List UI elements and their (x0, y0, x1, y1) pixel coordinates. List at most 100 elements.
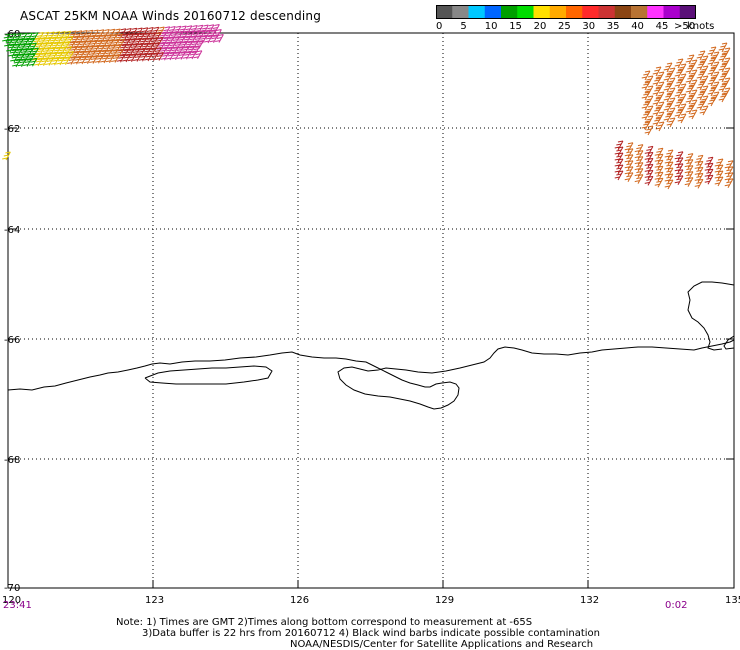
wind-barb (677, 103, 687, 114)
wind-barb (165, 36, 175, 45)
wind-barb (684, 159, 694, 169)
wind-barb (140, 42, 149, 52)
wind-barb (92, 49, 102, 59)
wind-barb (23, 58, 32, 67)
wind-barb (614, 146, 624, 157)
wind-barb (718, 92, 728, 103)
wind-barb (202, 29, 211, 39)
wind-barb (45, 57, 54, 66)
colorbar-label: >50 (674, 21, 696, 32)
wind-barb (2, 33, 11, 43)
wind-barb (688, 99, 698, 110)
colorbar-label: 0 (436, 21, 443, 32)
wind-barb (132, 37, 142, 47)
colorbar-label: 5 (460, 21, 467, 32)
wind-barb (51, 31, 61, 40)
wind-barb (149, 37, 158, 46)
wind-barb (9, 38, 19, 47)
wind-barb (710, 61, 720, 72)
wind-barb (174, 30, 184, 40)
wind-barb (652, 96, 662, 107)
wind-barb (70, 35, 79, 45)
colorbar-swatch (631, 5, 648, 19)
wind-barb (103, 34, 112, 43)
wind-barb (7, 33, 17, 42)
wind-barb (11, 43, 21, 52)
wind-barb (198, 34, 208, 44)
wind-barb (143, 37, 153, 46)
wind-barb (108, 33, 118, 43)
wind-barb (193, 35, 202, 44)
wind-barb (41, 47, 50, 56)
start-time: 23:41 (3, 600, 32, 611)
wind-barb (634, 150, 644, 160)
wind-barb (92, 34, 101, 44)
wind-barb (138, 37, 147, 47)
wind-barb (144, 52, 153, 62)
wind-barb (696, 100, 706, 111)
wind-barb (35, 47, 45, 56)
wind-barb (704, 174, 714, 185)
wind-barb (652, 106, 662, 117)
wind-barb (664, 161, 674, 172)
wind-barb (644, 145, 654, 156)
wind-barb (191, 30, 200, 39)
wind-barb (147, 47, 157, 56)
wind-barb (674, 88, 684, 99)
wind-barb (614, 140, 624, 151)
wind-barb (116, 38, 125, 48)
wind-barb (721, 67, 731, 78)
wind-barb (724, 160, 734, 171)
wind-barb (123, 28, 132, 37)
wind-barb (641, 70, 651, 81)
wind-barb (166, 51, 175, 61)
wind-barb (707, 66, 717, 77)
wind-barb (186, 45, 195, 55)
wind-barb (674, 163, 684, 174)
wind-barb (624, 154, 634, 165)
wind-barb (120, 48, 129, 58)
wind-barb (644, 157, 654, 168)
wind-barb (666, 67, 676, 78)
wind-barb (685, 84, 695, 95)
wind-barb (77, 40, 87, 49)
wind-barb (103, 49, 113, 58)
wind-barb (684, 153, 694, 163)
wind-barb (122, 53, 131, 63)
wind-barb (688, 79, 698, 90)
wind-barb (73, 30, 83, 39)
wind-barb (136, 32, 145, 42)
colorbar-swatch (468, 5, 486, 19)
wind-barb (59, 36, 68, 45)
note-line-3: NOAA/NESDIS/Center for Satellite Applica… (290, 639, 594, 650)
wind-barb (707, 76, 717, 87)
end-time: 0:02 (665, 600, 688, 611)
wind-barb (710, 71, 720, 82)
colorbar-label: 15 (509, 21, 522, 32)
wind-barb (8, 48, 17, 58)
wind-speed-colorbar (436, 5, 697, 25)
wind-barb (624, 148, 634, 159)
wind-barb (21, 53, 30, 62)
wind-barb (614, 170, 624, 181)
wind-barb (699, 105, 709, 116)
wind-barb (55, 41, 65, 50)
wind-barb (17, 58, 27, 67)
wind-barb (182, 50, 192, 60)
wind-barb (24, 32, 33, 42)
wind-barb (167, 41, 177, 50)
wind-barb (6, 43, 15, 53)
wind-barb (188, 50, 197, 60)
wind-barb (134, 42, 144, 52)
wind-barb (677, 63, 687, 74)
wind-barb (18, 32, 28, 42)
lon-label-123: 123 (145, 595, 164, 606)
colorbar-swatch (647, 5, 664, 19)
wind-barb (95, 29, 105, 38)
wind-barb (187, 35, 197, 44)
wind-barb (83, 55, 93, 64)
wind-barb (694, 172, 704, 183)
lat-label-68: -68 (4, 455, 20, 466)
wind-barb (688, 89, 698, 100)
